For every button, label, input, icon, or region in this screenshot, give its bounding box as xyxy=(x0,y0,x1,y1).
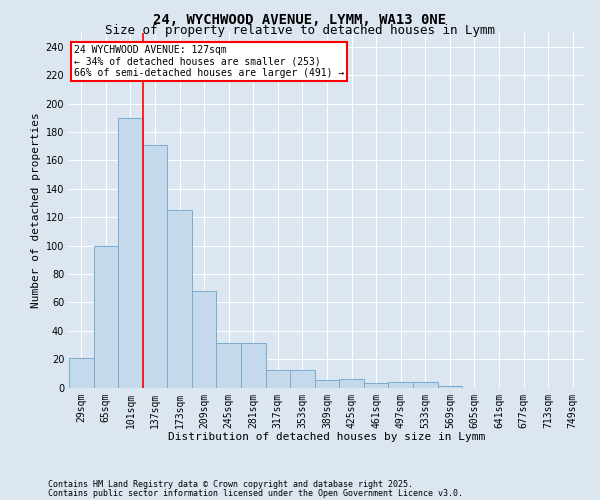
Bar xyxy=(143,144,167,388)
Text: 24, WYCHWOOD AVENUE, LYMM, WA13 0NE: 24, WYCHWOOD AVENUE, LYMM, WA13 0NE xyxy=(154,12,446,26)
Bar xyxy=(241,344,266,388)
Bar xyxy=(167,210,192,388)
Bar xyxy=(118,118,143,388)
Bar xyxy=(437,386,462,388)
Text: Size of property relative to detached houses in Lymm: Size of property relative to detached ho… xyxy=(105,24,495,37)
Bar xyxy=(413,382,437,388)
Text: Contains public sector information licensed under the Open Government Licence v3: Contains public sector information licen… xyxy=(48,489,463,498)
Text: 24 WYCHWOOD AVENUE: 127sqm
← 34% of detached houses are smaller (253)
66% of sem: 24 WYCHWOOD AVENUE: 127sqm ← 34% of deta… xyxy=(74,45,344,78)
Bar xyxy=(266,370,290,388)
Bar xyxy=(94,246,118,388)
Text: Contains HM Land Registry data © Crown copyright and database right 2025.: Contains HM Land Registry data © Crown c… xyxy=(48,480,413,489)
Bar xyxy=(217,344,241,388)
Y-axis label: Number of detached properties: Number of detached properties xyxy=(31,112,41,308)
X-axis label: Distribution of detached houses by size in Lymm: Distribution of detached houses by size … xyxy=(169,432,485,442)
Bar xyxy=(69,358,94,388)
Bar xyxy=(364,383,388,388)
Bar xyxy=(290,370,315,388)
Bar xyxy=(192,291,217,388)
Bar xyxy=(388,382,413,388)
Bar xyxy=(339,379,364,388)
Bar xyxy=(315,380,339,388)
